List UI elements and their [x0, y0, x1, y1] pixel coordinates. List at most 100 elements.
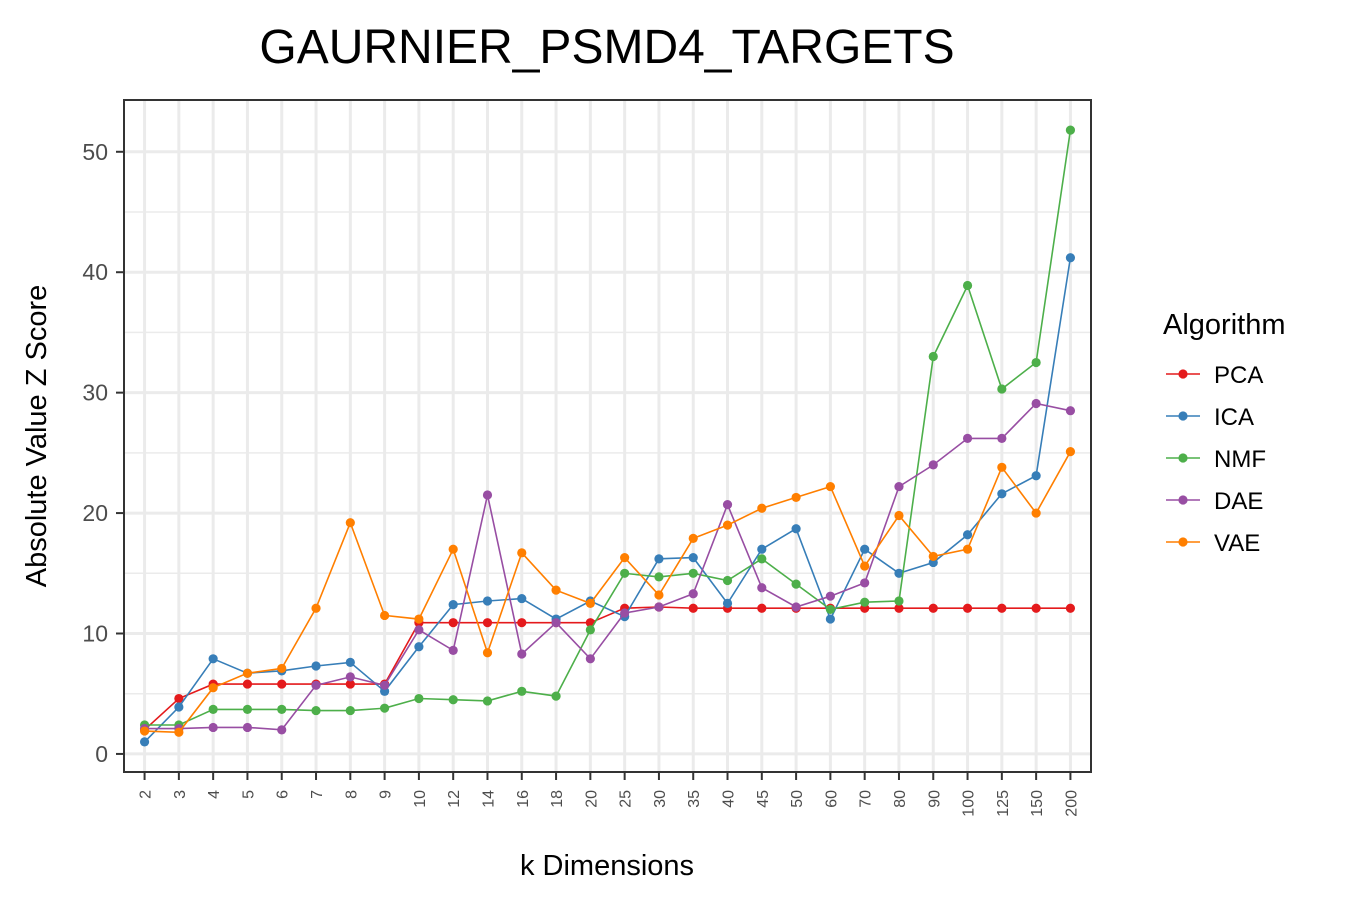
data-point-ica: [174, 702, 184, 712]
x-tick-label: 16: [515, 790, 532, 808]
data-point-nmf: [1065, 125, 1076, 135]
series-line-pca: [144, 606, 1071, 731]
legend-item-pca: PCA: [1166, 362, 1263, 389]
data-point-dae: [997, 433, 1007, 444]
series-layer: [139, 125, 1076, 747]
data-point-dae: [962, 433, 973, 444]
data-point-nmf: [482, 696, 493, 706]
data-point-nmf: [448, 695, 458, 705]
legend-item-ica: ICA: [1166, 404, 1254, 431]
data-point-ica: [208, 654, 218, 664]
x-tick-label: 90: [926, 790, 943, 808]
legend-marker-vae: [1178, 537, 1188, 547]
data-point-nmf: [654, 572, 664, 582]
series-nmf: [139, 125, 1076, 730]
data-point-nmf: [380, 703, 390, 713]
x-axis-ticks: 2 3 4 5 6 7 8 9 10 12 14 16 18 20 25 30 35 40 45 50 60 70 80 90…: [138, 772, 1080, 817]
x-tick-label: 150: [1029, 790, 1046, 817]
chart-title: GAURNIER_PSMD4_TARGETS: [259, 21, 954, 74]
data-point-nmf: [620, 568, 630, 578]
data-point-dae: [345, 672, 355, 682]
data-point-dae: [482, 490, 493, 500]
data-point-pca: [277, 679, 287, 689]
data-point-dae: [1065, 406, 1076, 416]
data-point-nmf: [345, 705, 355, 716]
data-point-nmf: [551, 691, 561, 701]
data-point-nmf: [860, 597, 870, 607]
data-point-dae: [311, 680, 321, 690]
data-point-ica: [722, 598, 733, 608]
data-point-ica: [791, 524, 801, 534]
data-point-nmf: [757, 554, 767, 564]
data-point-nmf: [414, 693, 424, 704]
data-point-vae: [585, 598, 595, 608]
x-tick-label: 125: [995, 790, 1012, 817]
x-tick-label: 14: [480, 790, 497, 808]
x-tick-label: 18: [549, 790, 566, 808]
data-point-ica: [345, 657, 355, 668]
data-point-dae: [1031, 398, 1041, 409]
series-vae: [139, 447, 1076, 737]
data-point-ica: [757, 544, 767, 554]
data-point-nmf: [208, 704, 218, 714]
data-point-pca: [174, 693, 184, 704]
legend-label-dae: DAE: [1214, 488, 1263, 515]
data-point-dae: [688, 589, 698, 599]
x-tick-label: 3: [172, 790, 189, 799]
data-point-ica: [1065, 253, 1076, 263]
series-dae: [139, 398, 1076, 735]
x-tick-label: 12: [446, 790, 463, 808]
data-point-dae: [551, 618, 561, 628]
legend-item-vae: VAE: [1166, 530, 1260, 557]
data-point-vae: [414, 614, 424, 624]
data-point-pca: [1065, 603, 1076, 613]
data-point-pca: [688, 603, 698, 613]
data-point-ica: [654, 554, 664, 564]
data-point-vae: [654, 590, 664, 600]
data-point-vae: [551, 585, 561, 595]
data-point-vae: [1065, 447, 1076, 457]
x-tick-label: 30: [652, 790, 669, 808]
data-point-ica: [997, 489, 1007, 499]
legend-label-ica: ICA: [1214, 404, 1254, 431]
data-point-nmf: [1031, 357, 1041, 368]
legend-label-pca: PCA: [1214, 362, 1263, 389]
data-point-dae: [242, 722, 253, 733]
data-point-dae: [620, 608, 630, 618]
data-point-ica: [688, 553, 698, 563]
data-point-dae: [825, 591, 835, 601]
legend-item-dae: DAE: [1166, 488, 1263, 515]
data-point-vae: [688, 533, 698, 543]
x-tick-label: 80: [892, 790, 909, 808]
y-tick-label: 10: [82, 621, 108, 647]
data-point-pca: [894, 603, 904, 613]
data-point-vae: [825, 481, 835, 492]
x-tick-label: 6: [275, 790, 292, 799]
data-point-nmf: [688, 568, 698, 578]
x-tick-label: 70: [858, 790, 875, 808]
data-point-pca: [448, 618, 458, 628]
x-tick-label: 25: [618, 790, 635, 808]
data-point-dae: [517, 649, 527, 659]
data-point-vae: [448, 544, 458, 554]
data-point-vae: [962, 544, 973, 554]
x-tick-label: 40: [721, 790, 738, 808]
data-point-dae: [722, 500, 733, 510]
x-tick-label: 45: [755, 790, 772, 808]
data-point-vae: [1031, 508, 1041, 518]
series-line-vae: [144, 451, 1072, 734]
data-point-ica: [1031, 471, 1041, 481]
data-point-vae: [380, 610, 390, 621]
series-ica: [139, 253, 1076, 747]
data-point-nmf: [242, 704, 253, 714]
data-point-vae: [757, 503, 767, 513]
data-point-vae: [997, 462, 1007, 472]
data-point-ica: [448, 600, 458, 610]
data-point-dae: [791, 602, 801, 612]
x-axis-title: k Dimensions: [520, 850, 694, 882]
data-point-dae: [380, 680, 390, 690]
plot-border: [123, 99, 1092, 773]
legend-label-nmf: NMF: [1214, 446, 1266, 473]
data-point-vae: [277, 663, 287, 674]
